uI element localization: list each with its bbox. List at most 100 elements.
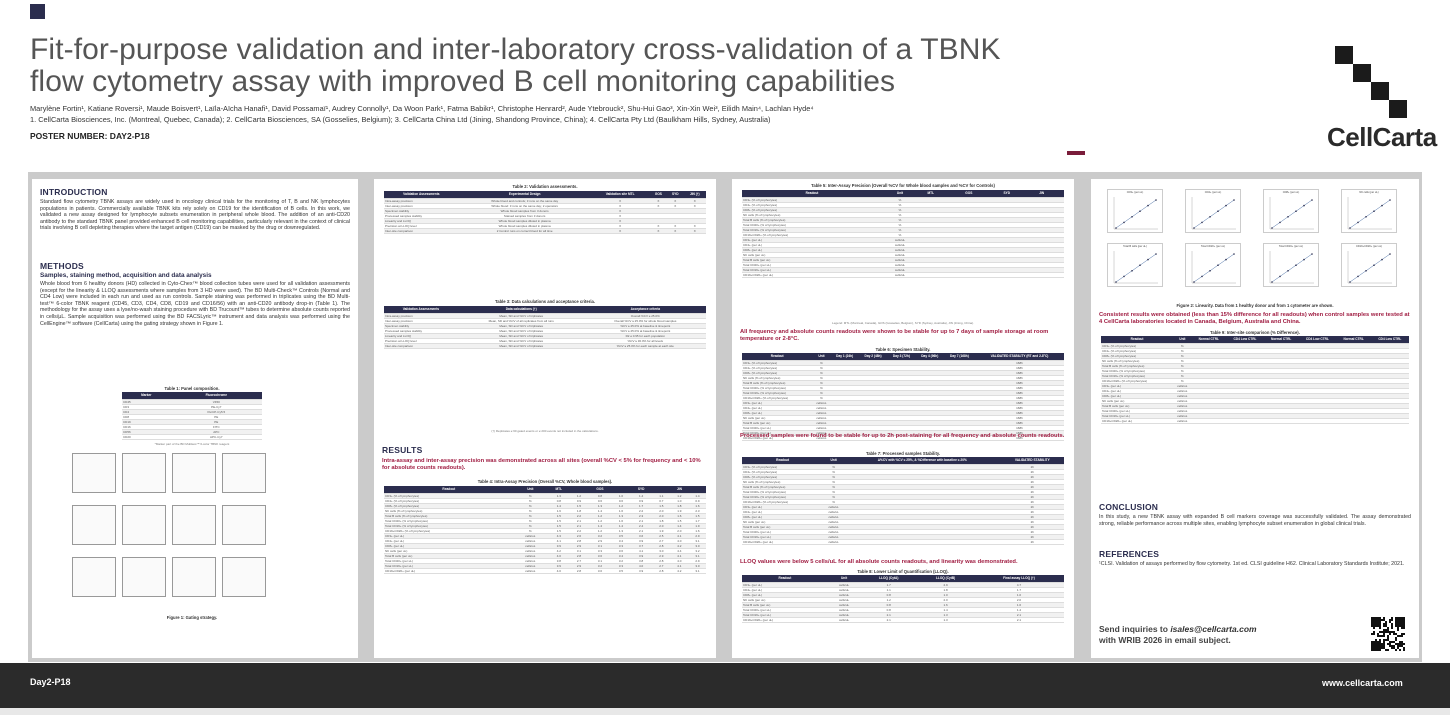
- table-cell: [1031, 207, 1053, 213]
- plot-point: [1233, 199, 1235, 201]
- table-cell: Intra-assay precision: [384, 313, 458, 319]
- table-cell: [1298, 418, 1337, 424]
- table-cell: [955, 237, 983, 243]
- table-row: CD4+ (per uL) cells/uL 2h: [742, 509, 1064, 515]
- table-cell: 168h: [974, 410, 1064, 416]
- table-row: Total CD19+ (% of lymphocytes)%: [1101, 373, 1409, 379]
- table-cell: [1052, 212, 1058, 218]
- table-cell: [943, 272, 950, 278]
- table-cell: 168h: [974, 380, 1064, 386]
- table-row: CD8 PE: [122, 414, 262, 420]
- table-cell: [994, 207, 1020, 213]
- plot-point: [1131, 270, 1133, 272]
- table-header-cell: Readout: [742, 575, 828, 583]
- table-cell: [1225, 418, 1265, 424]
- table-cell: 2.0: [652, 523, 670, 529]
- plot-point: [1123, 275, 1125, 278]
- table-cell: %: [1173, 368, 1192, 374]
- table-cell: [887, 365, 916, 371]
- table-cell: CD8+ (per uL): [1101, 393, 1174, 399]
- table-cell: 0.8: [860, 592, 918, 598]
- table-row: CD3+ (per uL) cells/uL 168h: [742, 400, 1064, 406]
- table-row: Linearity and LLOQ Whole blood samples di…: [384, 218, 706, 224]
- table-cell: [844, 479, 1001, 485]
- table-cell: Total B cells (% of lymphocytes): [384, 513, 514, 519]
- table-cell: 2.9: [652, 553, 670, 559]
- footer-website-link[interactable]: www.cellcarta.com: [1322, 678, 1403, 688]
- table-cell: Mean, SD and %CV of triplicates: [457, 343, 585, 349]
- table-cell: [943, 197, 950, 203]
- linearity-plot: CD4+ (per uL): [1185, 189, 1241, 233]
- table-cell: %: [1173, 348, 1192, 354]
- table-cell: Whole blood: 3 runs on the same day; 2 o…: [458, 203, 591, 209]
- table-cell: [830, 410, 859, 416]
- table-cell: [982, 217, 989, 223]
- linearity-plot-svg: [1191, 251, 1236, 284]
- regression-line: [1115, 253, 1157, 283]
- table-cell: Processed samples stability: [384, 328, 458, 334]
- plot-axes: [1113, 197, 1158, 230]
- table-cell: [915, 430, 944, 436]
- table-cell: %: [1173, 343, 1192, 349]
- table-header-cell: [949, 190, 956, 198]
- table-header-cell: VALIDATED STABILITY (RT and 2-8°C): [974, 353, 1064, 361]
- table-cell: 3.8: [629, 558, 653, 564]
- table-cell: [1057, 257, 1064, 263]
- table-cell: 3.9: [547, 563, 571, 569]
- table-cell: 0.8: [587, 493, 613, 499]
- table-cell: [844, 519, 1001, 525]
- table-cell: [1191, 368, 1226, 374]
- table-cell: Total CD19+ (per uL): [742, 534, 824, 540]
- plot-point: [1131, 216, 1133, 218]
- table-cell: [1336, 358, 1371, 364]
- table-cell: %: [513, 523, 548, 529]
- table-cell: [918, 257, 944, 263]
- table-cell: 0.8: [860, 607, 918, 613]
- table-row: Total CD20+ (% of lymphocytes)% 168h: [742, 385, 1064, 391]
- table-cell: [858, 360, 888, 366]
- table-row: CD4+ (per uL) cells/uL: [1101, 388, 1409, 394]
- qr-code[interactable]: [1371, 617, 1405, 651]
- table-row: CD19 PE: [122, 419, 262, 425]
- table-cell: [1370, 408, 1409, 414]
- table-cell: 4.1: [669, 563, 689, 569]
- table-cell: [1336, 378, 1371, 384]
- table-header-row: Readout Unit Δ%CV with %CV ≤ 25%, & %Diffe…: [742, 457, 1064, 465]
- table-cell: Total CD20+ (per uL): [742, 529, 824, 535]
- table-cell: [844, 514, 1001, 520]
- table-cell: [988, 197, 995, 203]
- table-cell: cells/uL: [513, 558, 548, 564]
- table-cell: CD8+ (per uL): [384, 543, 514, 549]
- table-row: Precision at LLOQ level Whole blood sampl…: [384, 223, 706, 229]
- table-cell: CD8+ (% of lymphocytes): [384, 503, 514, 509]
- table-cell: [1025, 207, 1032, 213]
- table-row: CD19+CD20+ (per uL) cells/uL 4.0 2.8 3.0 3.5 3…: [384, 568, 706, 574]
- contact-email-link[interactable]: isales@cellcarta.com: [1170, 624, 1257, 634]
- regression-line: [1349, 253, 1391, 283]
- table-cell: [1264, 348, 1299, 354]
- table-cell: [949, 247, 956, 253]
- table-cell: Inter-site comparison: [384, 343, 458, 349]
- table-cell: 2h: [1000, 529, 1064, 535]
- results-statement: Intra-assay and inter-assay precision wa…: [382, 458, 701, 471]
- table-cell: [830, 405, 859, 411]
- linearity-plot: Total CD20+ (per uL): [1185, 243, 1241, 287]
- panel-precision-stability: Table 5: Inter-Assay Precision (Overall …: [732, 179, 1074, 658]
- table1-caption: Table 1: Panel composition.: [164, 386, 220, 391]
- table-cell: [830, 415, 859, 421]
- table-cell: 168h: [974, 420, 1064, 426]
- table-cell: Total B cells (% of lymphocytes): [742, 380, 813, 386]
- table-row: CD19+CD20+ (per uL) cells/uL 2.1 1.3 2.1: [742, 617, 1064, 623]
- table-cell: FITC: [170, 424, 262, 430]
- table-cell: X: [683, 223, 706, 229]
- table-cell: 2h: [1000, 489, 1064, 495]
- table-cell: %: [513, 493, 548, 499]
- table-cell: 1.4: [629, 493, 653, 499]
- table-cell: 1.4: [974, 607, 1064, 613]
- table-cell: [915, 375, 944, 381]
- table-cell: [1025, 247, 1032, 253]
- table-cell: [994, 217, 1020, 223]
- table-cell: 168h: [974, 415, 1064, 421]
- table-cell: 3.4: [612, 553, 630, 559]
- table-cell: [1370, 348, 1409, 354]
